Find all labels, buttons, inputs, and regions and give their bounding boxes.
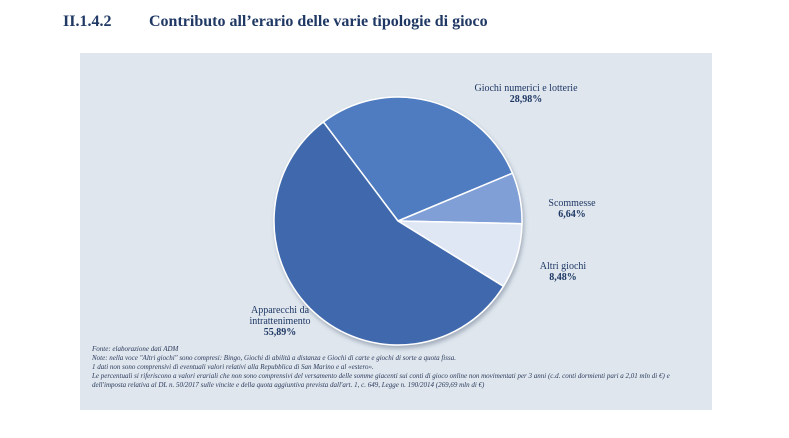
label-scommesse-name: Scommesse: [548, 198, 596, 209]
label-apparecchi-pct: 55,89%: [263, 327, 297, 338]
slice-apparecchi: [273, 120, 505, 346]
chart-notes: Fonte: elaborazione dati ADM Note: nella…: [92, 345, 704, 390]
label-apparecchi-name-1: Apparecchi da: [250, 305, 310, 316]
label-apparecchi: Apparecchi da intrattenimento 55,89%: [220, 305, 340, 338]
label-scommesse: Scommesse 6,64%: [532, 198, 612, 220]
chart-panel: Giochi numerici e lotterie 28,98% Scomme…: [80, 53, 712, 410]
label-altri-name: Altri giochi: [539, 261, 587, 272]
label-giochi-pct: 28,98%: [509, 94, 543, 105]
section-heading: II.1.4.2 Contributo all’erario delle vari…: [63, 13, 488, 31]
section-title: Contributo all’erario delle varie tipolo…: [149, 13, 488, 30]
pie-chart: [273, 96, 523, 346]
section-number: II.1.4.2: [63, 13, 112, 30]
slice-giochi: [322, 96, 514, 222]
label-giochi-name: Giochi numerici e lotterie: [474, 83, 578, 94]
note-san-marino: 1 dati non sono comprensivi di eventuali…: [92, 363, 374, 371]
note-percentuali: Le percentuali si riferiscono a valori e…: [92, 372, 670, 389]
label-giochi: Giochi numerici e lotterie 28,98%: [446, 83, 606, 105]
note-altri-giochi: Note: nella voce "Altri giochi" sono com…: [92, 354, 456, 362]
label-altri: Altri giochi 8,48%: [528, 261, 598, 283]
label-apparecchi-name-2: intrattenimento: [249, 316, 311, 327]
label-scommesse-pct: 6,64%: [558, 209, 586, 220]
note-source: Fonte: elaborazione dati ADM: [92, 345, 179, 353]
label-altri-pct: 8,48%: [549, 272, 577, 283]
